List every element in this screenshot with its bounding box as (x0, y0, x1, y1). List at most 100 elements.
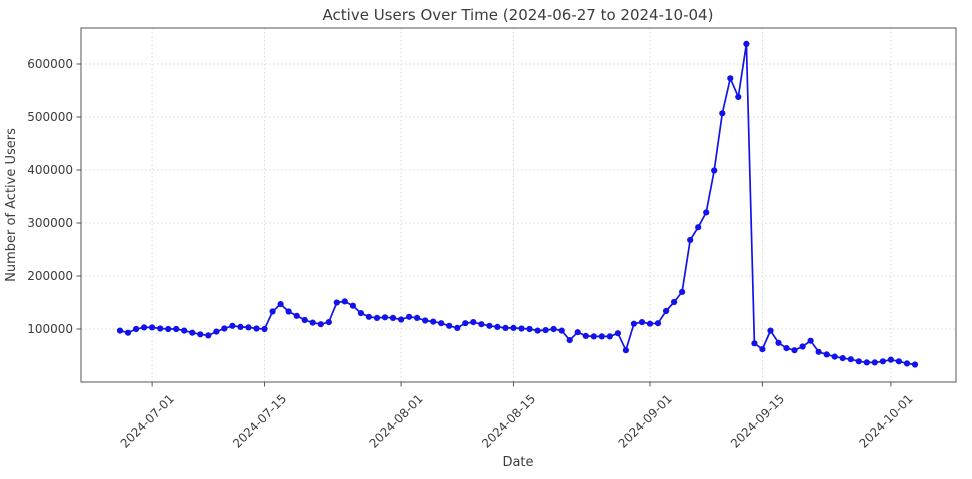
data-point (189, 329, 196, 336)
data-point (863, 359, 870, 366)
data-point (895, 358, 903, 365)
tick-layer: 100000 200000 300000 400000 500000 600000 2024… (27, 57, 916, 451)
data-point (799, 343, 806, 350)
x-tick-label: 2024-09-01 (616, 392, 675, 451)
data-point (365, 313, 372, 320)
data-point (775, 339, 782, 346)
data-point (518, 325, 525, 332)
axes-layer (80, 27, 957, 383)
data-point (124, 329, 132, 336)
x-tick-label: 2024-07-15 (230, 392, 289, 451)
data-point (446, 322, 453, 329)
y-tick-label: 400000 (27, 163, 73, 177)
y-tick-label: 200000 (27, 269, 73, 283)
data-point (502, 324, 509, 331)
data-point (558, 327, 565, 334)
data-point (663, 307, 670, 315)
data-point (253, 325, 260, 332)
data-point (791, 347, 798, 354)
x-tick-label: 2024-08-15 (479, 392, 538, 451)
plot-border (80, 27, 957, 383)
data-point (614, 330, 622, 337)
data-point (301, 316, 308, 324)
data-point (807, 337, 814, 344)
data-point (277, 301, 284, 308)
data-point (197, 331, 204, 338)
data-point (438, 320, 445, 327)
data-point (165, 325, 172, 333)
data-point (341, 298, 348, 305)
data-point (116, 327, 124, 334)
data-point (574, 329, 581, 336)
grid-layer (81, 28, 956, 382)
data-point (622, 347, 630, 354)
data-point (349, 302, 356, 309)
data-point (317, 321, 324, 328)
data-point (389, 314, 397, 321)
data-point (486, 322, 493, 329)
data-point (839, 355, 846, 362)
x-tick-label: 2024-10-01 (856, 392, 915, 451)
data-point (534, 327, 541, 334)
series-layer (116, 40, 919, 368)
data-point (654, 320, 662, 327)
data-point (462, 320, 469, 327)
y-tick-label: 300000 (27, 216, 73, 230)
data-point (229, 322, 236, 329)
data-point (759, 346, 766, 353)
chart-title: Active Users Over Time (2024-06-27 to 20… (323, 6, 714, 24)
data-point (590, 333, 597, 340)
data-point (213, 328, 220, 335)
data-point (679, 288, 686, 295)
data-point (815, 348, 822, 355)
data-point (373, 314, 381, 321)
data-point (173, 325, 180, 333)
data-point (638, 319, 646, 326)
plot-layers: 100000 200000 300000 400000 500000 600000 2024… (27, 27, 957, 451)
data-point (205, 332, 212, 339)
data-point (719, 110, 726, 117)
data-point (285, 308, 292, 315)
data-point (430, 318, 437, 325)
data-point (703, 209, 710, 216)
data-point (598, 333, 605, 340)
data-point (671, 298, 678, 306)
y-tick-label: 500000 (27, 110, 73, 124)
data-point (478, 321, 485, 328)
data-point (454, 324, 461, 331)
data-point (743, 40, 750, 48)
data-point (510, 324, 517, 331)
data-line (119, 43, 916, 366)
data-point (245, 324, 252, 331)
x-tick-label: 2024-09-15 (728, 392, 787, 451)
data-point (566, 337, 573, 344)
data-point (767, 327, 774, 334)
data-point (823, 351, 830, 358)
data-point (630, 320, 638, 327)
data-point (646, 320, 654, 327)
data-point (735, 93, 742, 100)
data-point (783, 345, 790, 352)
data-point (542, 327, 549, 334)
data-point (237, 323, 244, 330)
y-tick-label: 600000 (27, 57, 73, 71)
data-point (911, 361, 919, 368)
data-point (550, 325, 557, 333)
data-point (470, 319, 477, 326)
data-point (333, 299, 340, 306)
y-tick-label: 100000 (27, 322, 73, 336)
data-point (398, 316, 405, 323)
data-point (422, 317, 429, 324)
data-point (687, 236, 694, 244)
data-point (494, 323, 501, 330)
data-point (831, 353, 838, 360)
data-point (855, 358, 862, 365)
y-axis-label: Number of Active Users (4, 128, 19, 282)
data-point (149, 324, 156, 331)
data-point (157, 325, 164, 332)
data-point (406, 313, 413, 320)
data-point (261, 325, 268, 333)
x-tick-label: 2024-08-01 (367, 392, 426, 451)
data-point (293, 312, 300, 319)
